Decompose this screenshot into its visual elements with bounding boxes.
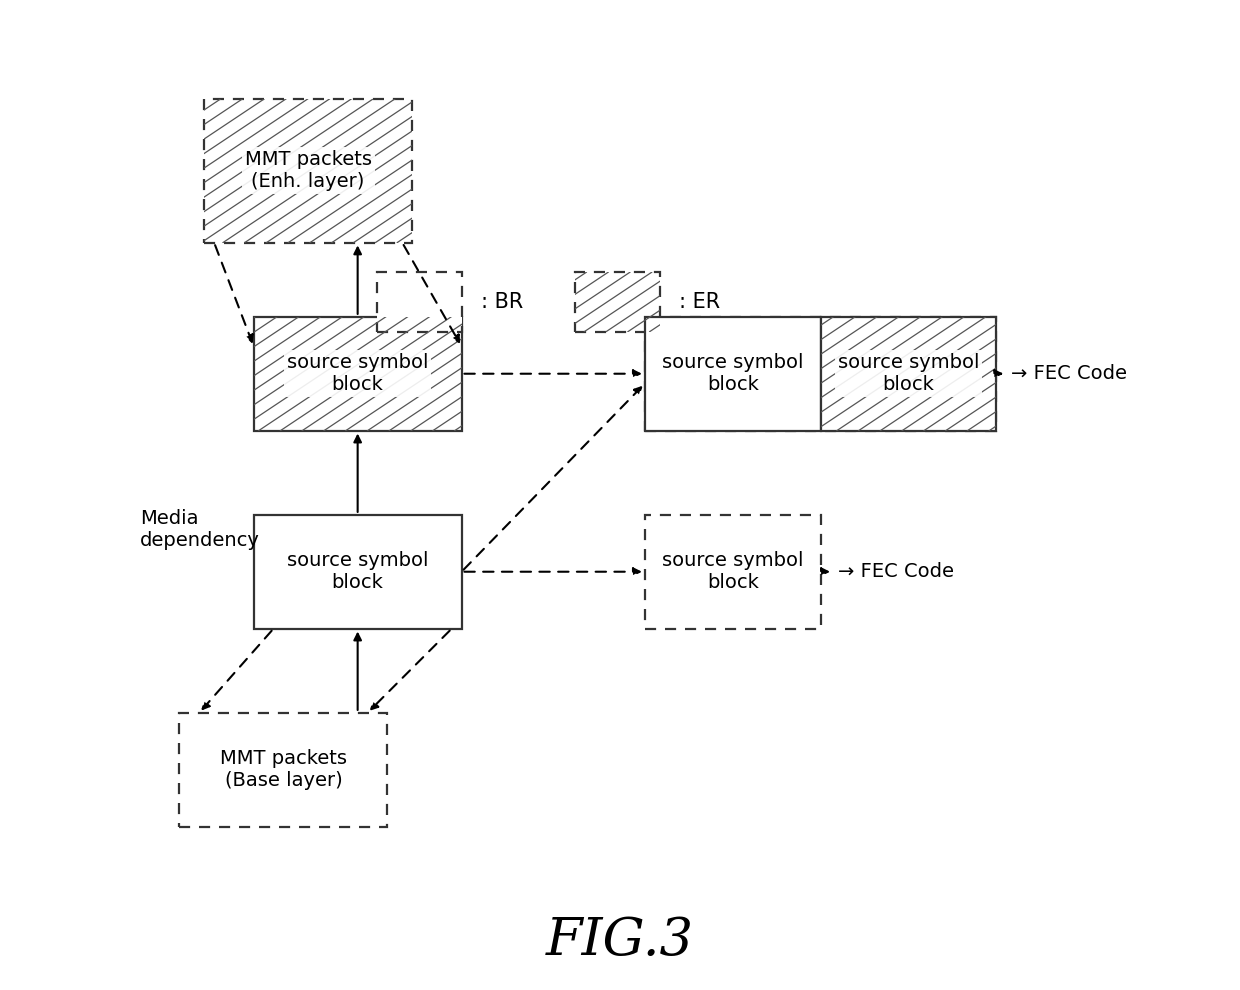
Bar xyxy=(377,272,461,332)
Text: source symbol
block: source symbol block xyxy=(662,353,804,394)
Bar xyxy=(254,515,461,629)
Text: source symbol
block: source symbol block xyxy=(286,353,428,394)
Bar xyxy=(254,317,461,431)
Text: : BR: : BR xyxy=(481,292,523,312)
Bar xyxy=(645,317,821,431)
Text: → FEC Code: → FEC Code xyxy=(1011,363,1127,383)
Text: source symbol
block: source symbol block xyxy=(838,353,980,394)
Text: → FEC Code: → FEC Code xyxy=(838,561,954,581)
Text: : ER: : ER xyxy=(680,292,720,312)
Bar xyxy=(821,317,996,431)
Text: source symbol
block: source symbol block xyxy=(662,551,804,592)
Bar xyxy=(205,99,412,243)
Text: Media
dependency: Media dependency xyxy=(140,509,259,550)
Bar xyxy=(180,713,387,827)
Text: MMT packets
(Base layer): MMT packets (Base layer) xyxy=(219,749,347,790)
Text: FIG.3: FIG.3 xyxy=(546,915,694,966)
Bar xyxy=(645,317,996,431)
Bar xyxy=(575,272,660,332)
Text: MMT packets
(Enh. layer): MMT packets (Enh. layer) xyxy=(244,150,372,191)
Bar xyxy=(645,515,821,629)
Text: source symbol
block: source symbol block xyxy=(286,551,428,592)
